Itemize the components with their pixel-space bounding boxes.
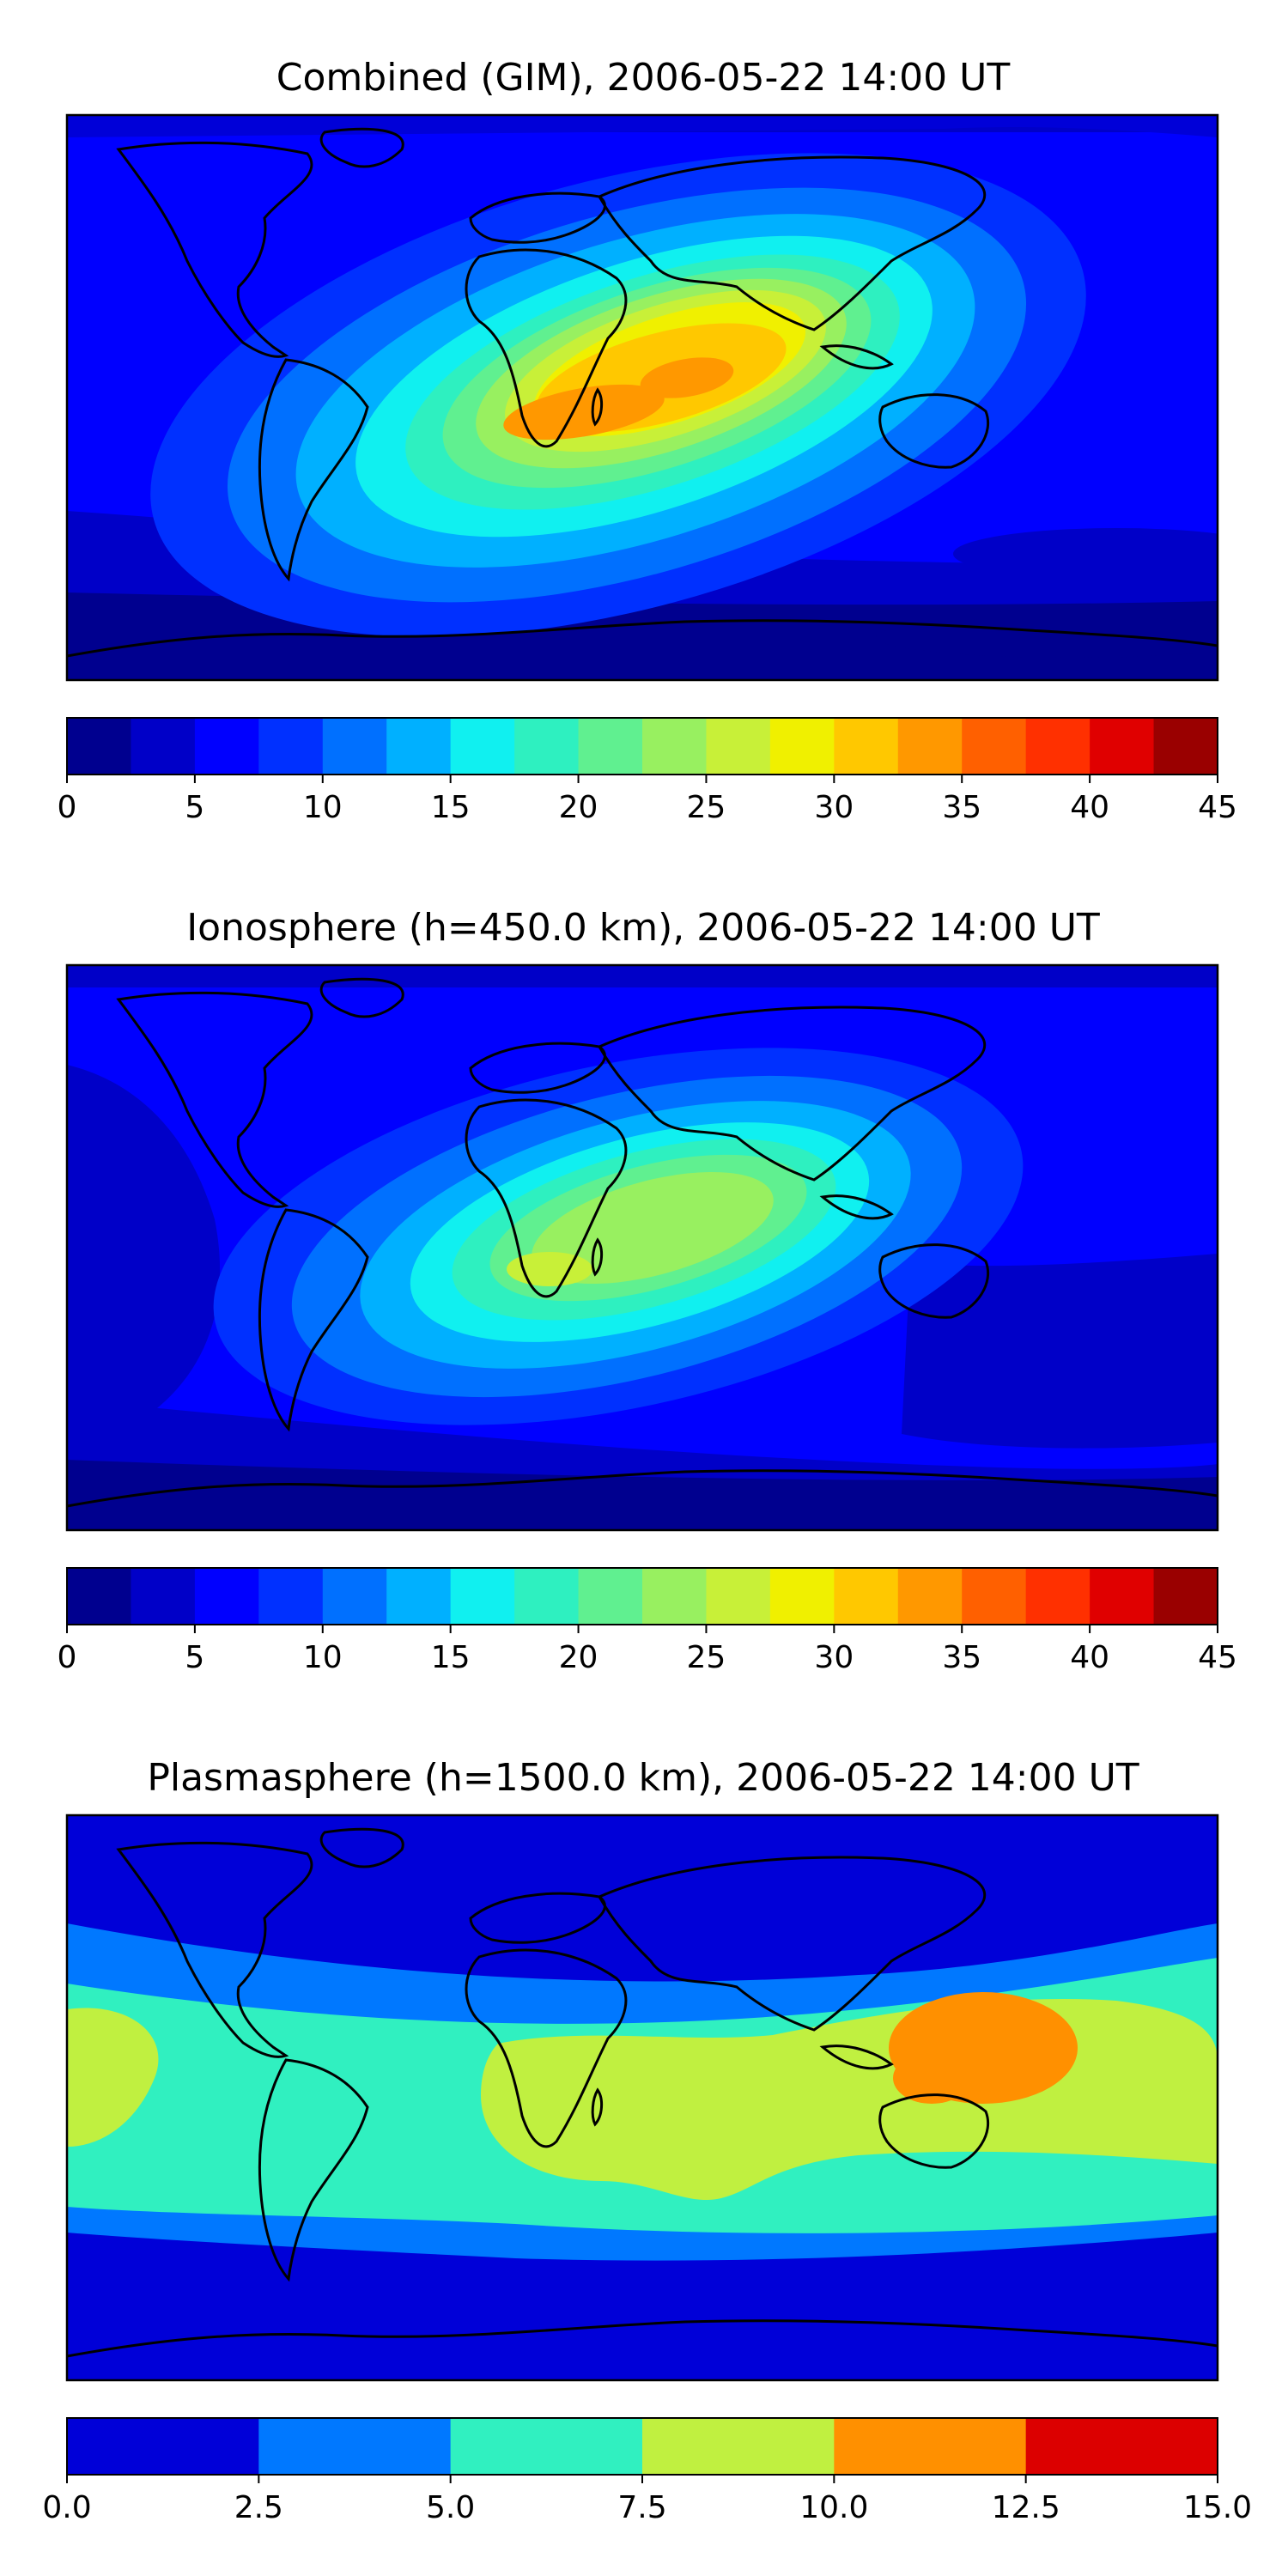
colorbar-swatch [386,718,452,775]
colorbar-swatch [1153,718,1218,775]
colorbar-swatch [514,1568,580,1625]
colorbar-swatch [450,718,515,775]
colorbar-swatch [194,718,259,775]
colorbar-tick-label: 25 [687,790,726,825]
colorbar-tick-label: 0 [58,1640,77,1675]
colorbar-swatch [769,718,835,775]
colorbar-swatch [706,1568,771,1625]
panel-ionosphere: Ionosphere (h=450.0 km), 2006-05-22 14:0… [58,906,1237,1675]
colorbar-swatch [897,1568,963,1625]
colorbar-swatch [450,2418,643,2475]
colorbar-swatch [322,718,387,775]
colorbar-tick-label: 10 [303,1640,343,1675]
colorbar-tick-label: 45 [1198,790,1237,825]
colorbar-swatch [194,1568,259,1625]
colorbar-swatch [131,1568,196,1625]
colorbar-swatch [1090,718,1155,775]
colorbar-tick-label: 40 [1070,790,1109,825]
heatmap-field [67,115,1218,680]
colorbar-swatch [578,718,643,775]
colorbar-swatch [706,718,771,775]
panel-plasmasphere: Plasmasphere (h=1500.0 km), 2006-05-22 1… [42,1756,1252,2525]
colorbar-swatch [131,718,196,775]
colorbar-swatch [642,2418,835,2475]
colorbar-swatch [962,718,1027,775]
colorbar-swatch [1153,1568,1218,1625]
colorbar-tick-label: 35 [942,790,981,825]
colorbar-tick-label: 45 [1198,1640,1237,1675]
colorbar-swatch [834,718,899,775]
colorbar-swatch [642,1568,708,1625]
colorbar-swatch [769,1568,835,1625]
colorbar-swatch [258,1568,324,1625]
colorbar-swatch [1025,2418,1218,2475]
colorbar-tick-label: 2.5 [234,2490,283,2525]
colorbar-swatch [1025,1568,1091,1625]
colorbar-tick-label: 12.5 [992,2490,1060,2525]
colorbar-swatch [578,1568,643,1625]
colorbar-tick-label: 7.5 [617,2490,666,2525]
map-frame [65,113,1219,682]
colorbar-swatch [67,2418,259,2475]
colorbar-swatch [258,718,324,775]
map-frame [65,963,1219,1532]
colorbar-swatch [386,1568,452,1625]
colorbar: 0 5 10 15 20 25 30 35 40 45 [58,717,1237,825]
colorbar-tick-label: 40 [1070,1640,1109,1675]
panel-combined: Combined (GIM), 2006-05-22 14:00 UT [58,56,1237,825]
map-frame [65,1814,1219,2382]
colorbar-tick-label: 15.0 [1183,2490,1252,2525]
colorbar-swatch [834,1568,899,1625]
heatmap-field [67,1815,1218,2380]
colorbar-tick-label: 15 [431,790,471,825]
colorbar-tick-label: 10.0 [799,2490,868,2525]
colorbar-swatch [258,2418,452,2475]
colorbar-swatch [1025,718,1091,775]
colorbar-tick-label: 30 [814,1640,854,1675]
colorbar-tick-label: 20 [559,790,598,825]
colorbar: 0.0 2.5 5.0 7.5 10.0 12.5 15.0 [42,2417,1252,2525]
panel-title: Plasmasphere (h=1500.0 km), 2006-05-22 1… [147,1756,1139,1800]
colorbar-swatch [962,1568,1027,1625]
panel-title: Ionosphere (h=450.0 km), 2006-05-22 14:0… [186,906,1100,950]
colorbar-swatch [67,1568,132,1625]
colorbar-swatch [834,2418,1027,2475]
colorbar-tick-label: 35 [942,1640,981,1675]
colorbar-swatch [897,718,963,775]
colorbar: 0 5 10 15 20 25 30 35 40 45 [58,1567,1237,1675]
colorbar-tick-label: 0 [58,790,77,825]
colorbar-swatch [322,1568,387,1625]
colorbar-swatch [642,718,708,775]
colorbar-tick-label: 5 [185,1640,204,1675]
colorbar-swatch [514,718,580,775]
colorbar-swatch [1090,1568,1155,1625]
colorbar-tick-label: 25 [687,1640,726,1675]
colorbar-tick-label: 5.0 [426,2490,475,2525]
colorbar-tick-label: 5 [185,790,204,825]
colorbar-tick-label: 20 [559,1640,598,1675]
colorbar-tick-label: 0.0 [42,2490,91,2525]
colorbar-tick-label: 30 [814,790,854,825]
colorbar-tick-label: 10 [303,790,343,825]
panel-title: Combined (GIM), 2006-05-22 14:00 UT [276,56,1011,100]
colorbar-swatch [67,718,132,775]
colorbar-tick-label: 15 [431,1640,471,1675]
heatmap-field [67,965,1218,1530]
colorbar-swatch [450,1568,515,1625]
